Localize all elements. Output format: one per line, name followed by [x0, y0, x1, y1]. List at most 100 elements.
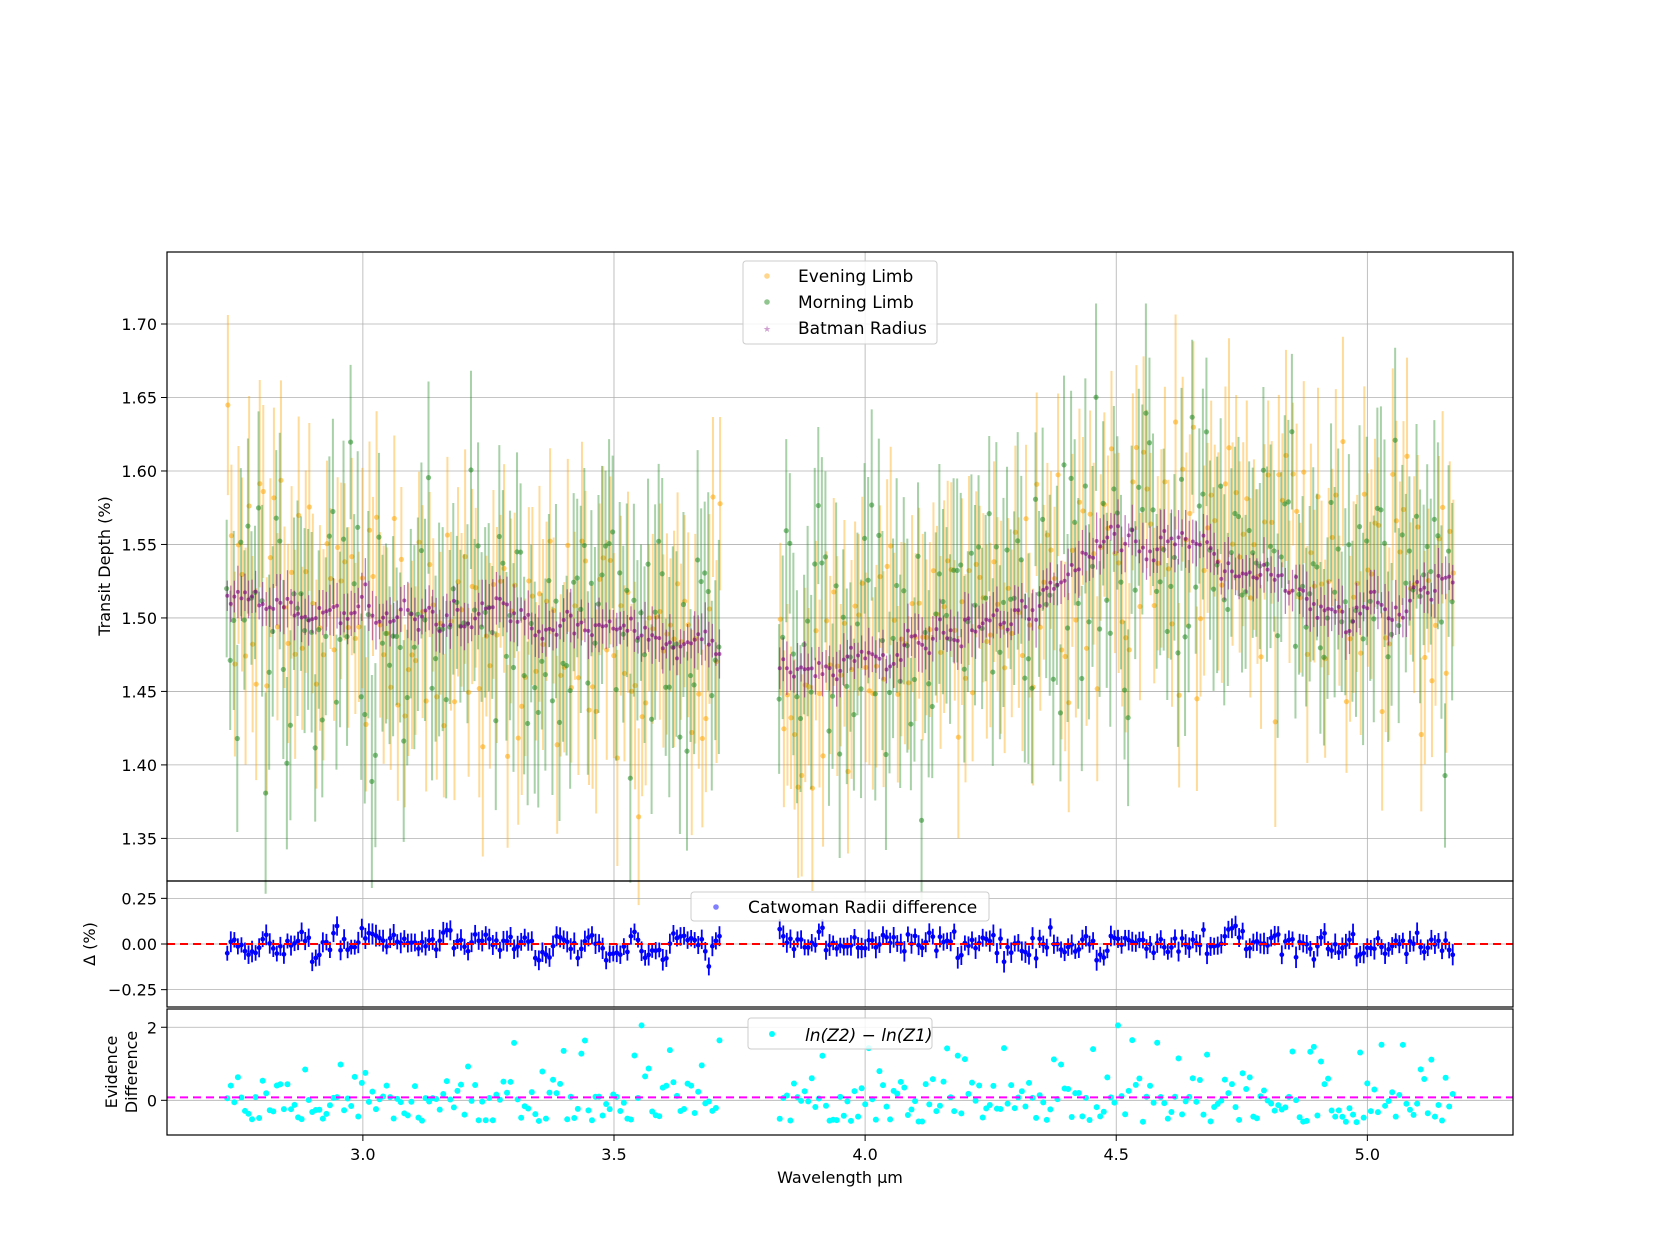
data-point: [444, 927, 450, 933]
data-point: [313, 955, 319, 961]
data-point: [561, 937, 567, 943]
data-point: [420, 614, 425, 619]
data-point: [362, 936, 368, 941]
data-point: [802, 667, 807, 672]
data-point: [546, 578, 552, 584]
data-point: [677, 734, 683, 740]
data-point: [1226, 561, 1231, 566]
data-point: [1158, 535, 1163, 540]
data-point: [1310, 1043, 1317, 1050]
data-point: [1351, 594, 1357, 600]
data-point: [618, 603, 624, 609]
data-point: [274, 951, 280, 956]
data-point: [1351, 619, 1356, 624]
data-point: [1237, 574, 1242, 579]
data-point: [670, 1079, 677, 1086]
data-point: [564, 939, 570, 945]
data-point: [497, 947, 503, 953]
data-point: [1269, 519, 1275, 525]
data-point: [299, 615, 304, 620]
data-point: [384, 944, 390, 949]
data-point: [1317, 645, 1323, 651]
data-point: [799, 772, 805, 779]
data-point: [547, 626, 552, 631]
data-point: [1354, 605, 1359, 610]
data-point: [621, 944, 627, 950]
batman-legend-marker: ★: [763, 325, 771, 335]
data-point: [1040, 1099, 1047, 1106]
radii-difference-y-tick-label: −0.25: [108, 981, 157, 1000]
data-point: [926, 681, 932, 687]
data-point: [631, 597, 637, 603]
data-point: [238, 539, 244, 545]
data-point: [1400, 938, 1406, 944]
data-point: [479, 938, 485, 944]
data-point: [372, 752, 378, 758]
data-point: [1233, 574, 1238, 579]
data-point: [795, 667, 800, 672]
data-point: [1442, 1074, 1449, 1081]
data-point: [593, 941, 598, 947]
data-point: [980, 621, 985, 626]
data-point: [1018, 557, 1024, 563]
data-point: [1439, 948, 1445, 954]
data-point: [263, 1090, 270, 1097]
data-point: [539, 658, 545, 664]
data-point: [586, 707, 592, 713]
data-point: [1260, 467, 1267, 473]
data-point: [1118, 579, 1124, 585]
data-point: [699, 637, 704, 642]
data-point: [1379, 708, 1385, 715]
data-point: [681, 1105, 688, 1112]
data-point: [348, 439, 354, 445]
data-point: [1406, 548, 1413, 554]
data-point: [1438, 619, 1445, 625]
data-point: [344, 1095, 351, 1102]
data-point: [1126, 647, 1132, 653]
data-point: [1265, 567, 1270, 572]
data-point: [443, 1078, 450, 1085]
data-point: [713, 938, 719, 944]
data-point: [1137, 603, 1143, 610]
data-point: [441, 623, 446, 628]
data-point: [494, 632, 500, 638]
data-point: [326, 1102, 333, 1109]
data-point: [908, 1106, 915, 1113]
data-point: [1336, 949, 1342, 955]
data-point: [242, 948, 248, 954]
data-point: [1232, 1104, 1239, 1111]
data-point: [1119, 548, 1124, 553]
data-point: [1144, 486, 1150, 492]
data-point: [646, 637, 651, 642]
data-point: [642, 955, 648, 961]
data-point: [466, 621, 471, 626]
data-point: [717, 933, 722, 939]
data-point: [1396, 941, 1402, 947]
data-point: [579, 538, 585, 544]
data-point: [837, 1093, 844, 1100]
data-point: [1393, 938, 1399, 944]
data-point: [912, 1098, 919, 1105]
data-point: [1061, 462, 1067, 468]
evidence-difference-y-ticks: 02: [147, 1018, 167, 1110]
data-point: [500, 560, 506, 566]
data-point: [1130, 479, 1136, 485]
data-point: [1121, 687, 1128, 693]
data-point: [1062, 949, 1067, 955]
data-point: [1100, 1108, 1107, 1115]
data-point: [834, 946, 840, 952]
data-point: [281, 605, 286, 610]
radii-difference-legend: Catwoman Radii difference: [690, 891, 990, 922]
data-point: [1076, 946, 1082, 952]
data-point: [1386, 946, 1392, 952]
data-point: [1404, 609, 1409, 614]
data-point: [1400, 615, 1405, 620]
data-point: [884, 667, 889, 672]
data-point: [377, 619, 382, 624]
data-point: [532, 955, 538, 961]
data-point: [358, 694, 364, 700]
data-point: [865, 577, 871, 583]
data-point: [975, 544, 982, 550]
data-point: [1122, 935, 1128, 941]
legend-box: [747, 1017, 933, 1050]
